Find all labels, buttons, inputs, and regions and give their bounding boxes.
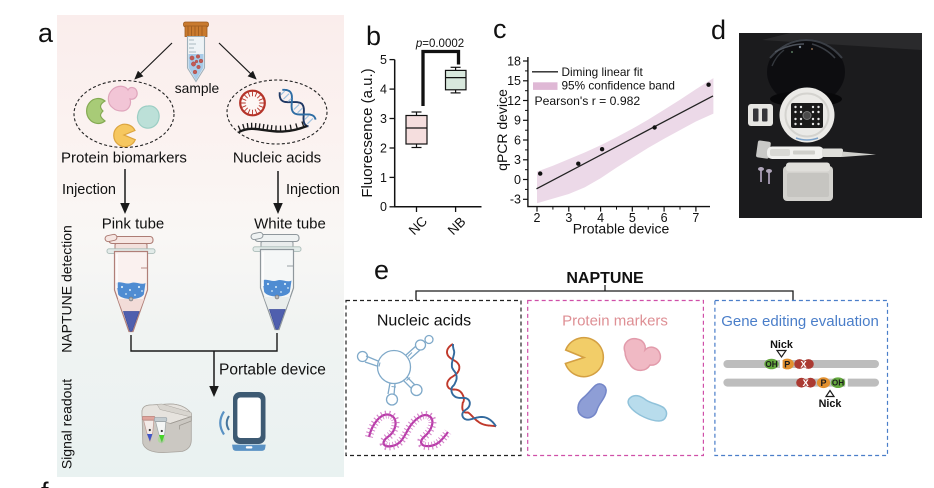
- svg-text:c: c: [493, 14, 507, 44]
- svg-text:X: X: [800, 360, 807, 371]
- svg-text:Injection: Injection: [62, 182, 116, 198]
- svg-text:6: 6: [661, 211, 668, 225]
- svg-text:qPCR device: qPCR device: [494, 89, 510, 171]
- svg-text:4: 4: [597, 211, 604, 225]
- svg-text:White tube: White tube: [254, 216, 326, 233]
- svg-text:-3: -3: [510, 193, 521, 207]
- svg-text:2: 2: [380, 141, 387, 155]
- svg-text:18: 18: [507, 54, 521, 68]
- svg-text:b: b: [366, 21, 381, 51]
- svg-text:12: 12: [507, 94, 521, 108]
- svg-text:Gene editing evaluation: Gene editing evaluation: [721, 313, 879, 330]
- svg-text:P: P: [820, 378, 826, 388]
- svg-text:3: 3: [565, 211, 572, 225]
- svg-text:0: 0: [380, 200, 387, 214]
- svg-text:NC: NC: [406, 213, 431, 238]
- svg-text:Injection: Injection: [286, 182, 340, 198]
- svg-text:X: X: [803, 378, 810, 389]
- svg-text:P: P: [784, 359, 790, 369]
- svg-text:5: 5: [380, 53, 387, 67]
- svg-text:d: d: [711, 15, 726, 45]
- svg-text:Nucleic acids: Nucleic acids: [377, 313, 471, 330]
- svg-text:Portable device: Portable device: [219, 362, 326, 379]
- svg-text:Protein markers: Protein markers: [562, 313, 668, 330]
- svg-text:NB: NB: [445, 214, 469, 238]
- svg-text:Fluorecsence (a.u.): Fluorecsence (a.u.): [359, 68, 376, 197]
- svg-text:f: f: [41, 477, 49, 488]
- svg-text:9: 9: [514, 114, 521, 128]
- svg-text:Pink tube: Pink tube: [102, 216, 165, 233]
- svg-text:sample: sample: [175, 81, 220, 96]
- svg-text:1: 1: [380, 171, 387, 185]
- svg-text:Pearson's r = 0.982: Pearson's r = 0.982: [535, 94, 641, 108]
- svg-text:5: 5: [629, 211, 636, 225]
- svg-text:7: 7: [692, 211, 699, 225]
- svg-text:Nick: Nick: [770, 339, 794, 351]
- svg-text:Nucleic acids: Nucleic acids: [233, 150, 321, 167]
- svg-text:OH: OH: [832, 379, 844, 388]
- svg-text:Protable device: Protable device: [573, 221, 670, 237]
- svg-text:NAPTUNE: NAPTUNE: [566, 270, 644, 287]
- svg-text:NAPTUNE detection: NAPTUNE detection: [59, 225, 75, 353]
- svg-text:4: 4: [380, 83, 387, 97]
- svg-text:95% confidence band: 95% confidence band: [562, 79, 675, 93]
- svg-text:3: 3: [380, 112, 387, 126]
- svg-text:15: 15: [507, 74, 521, 88]
- svg-text:0: 0: [514, 173, 521, 187]
- svg-text:Nick: Nick: [819, 398, 843, 410]
- svg-text:OH: OH: [765, 360, 777, 369]
- svg-text:p=0.0002: p=0.0002: [415, 38, 464, 50]
- svg-text:Signal readout: Signal readout: [59, 379, 75, 469]
- svg-text:6: 6: [514, 133, 521, 147]
- svg-text:2: 2: [534, 211, 541, 225]
- svg-text:3: 3: [514, 153, 521, 167]
- svg-text:a: a: [38, 18, 54, 48]
- svg-text:e: e: [374, 255, 389, 285]
- svg-text:Diming linear fit: Diming linear fit: [562, 65, 644, 79]
- svg-text:Protein biomarkers: Protein biomarkers: [61, 150, 187, 167]
